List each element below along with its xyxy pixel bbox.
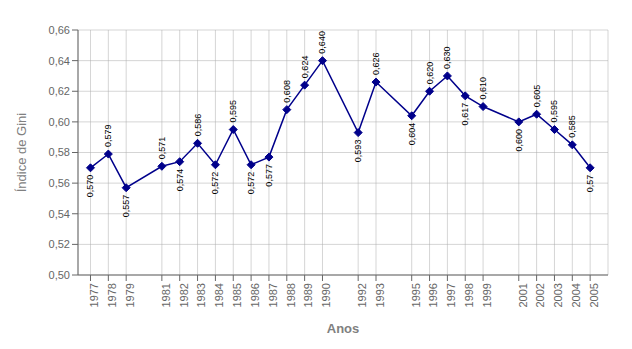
svg-text:2003: 2003	[552, 283, 564, 307]
svg-text:1987: 1987	[267, 283, 279, 307]
svg-text:0,58: 0,58	[49, 146, 70, 158]
svg-text:0,595: 0,595	[228, 100, 238, 123]
svg-text:1986: 1986	[249, 283, 261, 307]
svg-text:0,54: 0,54	[49, 208, 70, 220]
svg-text:1985: 1985	[231, 283, 243, 307]
svg-text:1988: 1988	[285, 283, 297, 307]
svg-text:1978: 1978	[106, 283, 118, 307]
svg-text:1992: 1992	[356, 283, 368, 307]
svg-text:0,571: 0,571	[157, 137, 167, 160]
svg-text:0,605: 0,605	[532, 85, 542, 108]
svg-text:0,604: 0,604	[407, 123, 417, 146]
svg-text:1989: 1989	[302, 283, 314, 307]
svg-text:0,630: 0,630	[442, 46, 452, 69]
svg-text:Índice de Gini: Índice de Gini	[14, 113, 29, 193]
svg-text:1983: 1983	[195, 283, 207, 307]
svg-text:0,626: 0,626	[371, 53, 381, 76]
svg-text:0,56: 0,56	[49, 177, 70, 189]
svg-text:0,600: 0,600	[514, 129, 524, 152]
svg-text:1982: 1982	[178, 283, 190, 307]
svg-text:0,570: 0,570	[85, 175, 95, 198]
svg-text:0,624: 0,624	[300, 56, 310, 79]
svg-text:0,64: 0,64	[49, 55, 70, 67]
svg-text:1997: 1997	[445, 283, 457, 307]
svg-text:0,62: 0,62	[49, 85, 70, 97]
svg-text:0,52: 0,52	[49, 238, 70, 250]
svg-text:0,610: 0,610	[478, 77, 488, 100]
svg-text:0,572: 0,572	[246, 172, 256, 195]
svg-text:1979: 1979	[124, 283, 136, 307]
svg-text:0,579: 0,579	[103, 125, 113, 148]
svg-text:0,585: 0,585	[567, 115, 577, 138]
svg-text:0,557: 0,557	[121, 195, 131, 218]
svg-text:0,586: 0,586	[193, 114, 203, 137]
svg-text:1999: 1999	[481, 283, 493, 307]
svg-text:0,66: 0,66	[49, 24, 70, 36]
svg-text:1998: 1998	[463, 283, 475, 307]
svg-text:Anos: Anos	[327, 321, 360, 336]
svg-text:1996: 1996	[427, 283, 439, 307]
svg-text:0,577: 0,577	[264, 164, 274, 187]
svg-text:2004: 2004	[570, 283, 582, 307]
svg-text:2005: 2005	[588, 283, 600, 307]
svg-text:0,620: 0,620	[425, 62, 435, 85]
svg-text:1977: 1977	[88, 283, 100, 307]
svg-text:2001: 2001	[517, 283, 529, 307]
svg-text:0,60: 0,60	[49, 116, 70, 128]
svg-text:1990: 1990	[320, 283, 332, 307]
svg-text:0,572: 0,572	[210, 172, 220, 195]
svg-text:0,595: 0,595	[549, 100, 559, 123]
svg-text:1993: 1993	[374, 283, 386, 307]
svg-text:0,57: 0,57	[585, 175, 595, 193]
svg-text:0,608: 0,608	[282, 80, 292, 103]
svg-text:2002: 2002	[534, 283, 546, 307]
svg-text:0,593: 0,593	[353, 140, 363, 163]
svg-text:0,50: 0,50	[49, 269, 70, 281]
svg-text:0,640: 0,640	[317, 31, 327, 54]
svg-text:1995: 1995	[410, 283, 422, 307]
svg-text:1984: 1984	[213, 283, 225, 307]
svg-text:1981: 1981	[160, 283, 172, 307]
svg-text:0,617: 0,617	[460, 103, 470, 126]
svg-text:0,574: 0,574	[175, 169, 185, 192]
